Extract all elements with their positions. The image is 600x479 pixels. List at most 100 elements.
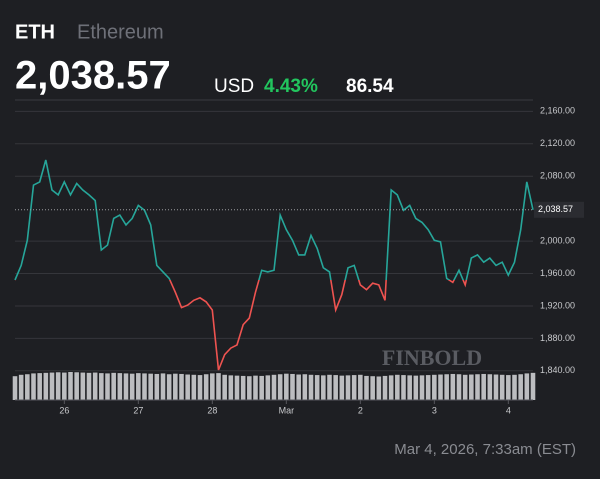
volume-bar: [117, 373, 123, 400]
volume-bar: [401, 375, 406, 400]
volume-bar: [148, 373, 153, 400]
y-tick-label: 2,080.00: [540, 171, 575, 181]
volume-bar: [173, 373, 178, 400]
volume-bar: [512, 374, 517, 400]
x-tick-label: 26: [59, 405, 69, 415]
volume-bar: [111, 372, 116, 400]
y-tick-label: 1,880.00: [540, 333, 575, 343]
change-pct: 4.43%: [264, 76, 318, 97]
volume-bar: [456, 374, 462, 400]
volume-bar: [185, 374, 190, 400]
symbol: ETH: [15, 21, 55, 43]
volume-bar: [240, 375, 246, 400]
volume-bar: [247, 376, 252, 400]
y-tick-label: 1,920.00: [540, 300, 575, 310]
volume-bar: [136, 373, 141, 400]
volume-bar: [370, 376, 375, 400]
volume-bar: [296, 374, 301, 400]
volume-bar: [419, 375, 425, 400]
volume-bar: [376, 376, 382, 400]
volume-bar: [469, 374, 474, 400]
currency: USD: [214, 76, 254, 97]
volume-bar: [487, 374, 493, 400]
y-tick-label: 2,000.00: [540, 235, 575, 245]
volume-bar: [129, 373, 135, 400]
volume-bar: [444, 374, 449, 400]
volume-bar: [142, 373, 147, 400]
volume-bar: [524, 373, 530, 400]
volume-bar: [105, 373, 110, 400]
volume-bar: [358, 374, 363, 400]
x-tick-label: 27: [133, 405, 143, 415]
volume-bar: [308, 374, 314, 400]
volume-bar: [222, 374, 227, 400]
volume-bar: [123, 373, 129, 400]
x-tick-label: 4: [506, 405, 511, 415]
volume-bar: [277, 374, 283, 400]
volume-bar: [160, 373, 166, 400]
volume-bar: [432, 374, 437, 400]
volume-bar: [290, 373, 295, 400]
volume-bar: [197, 375, 203, 400]
timestamp: Mar 4, 2026, 7:33am (EST): [394, 441, 576, 458]
volume-bar: [203, 374, 209, 400]
price-line: [14, 159, 534, 371]
last-price-label: 2,038.57: [538, 204, 573, 214]
volume-bar: [271, 374, 277, 400]
volume-bar: [80, 372, 86, 400]
asset-name: Ethereum: [77, 21, 164, 43]
y-tick-label: 2,160.00: [540, 106, 575, 116]
watermark: FINBOLD: [382, 345, 482, 370]
volume-bar: [321, 375, 326, 400]
volume-bar: [518, 374, 523, 400]
volume-bar: [92, 372, 98, 400]
volume-bar: [216, 373, 221, 400]
volume-bar: [339, 375, 345, 400]
volume-bar: [438, 374, 443, 400]
x-tick-label: Mar: [279, 405, 295, 415]
volume-bar: [228, 375, 234, 400]
volume-bar: [253, 375, 258, 400]
volume-bar: [55, 372, 61, 400]
volume-bar: [31, 373, 36, 400]
volume-bar: [86, 372, 92, 400]
volume-bar: [388, 375, 394, 400]
volume-bar: [327, 374, 332, 400]
volume-bar: [68, 372, 73, 400]
volume-bar: [74, 372, 79, 400]
volume-bar: [259, 375, 264, 400]
volume-bar: [475, 374, 480, 400]
last-price-box: [534, 201, 584, 218]
volume-bar: [413, 375, 419, 400]
volume-bar: [481, 373, 486, 400]
volume-bar: [382, 375, 388, 400]
volume-bar: [530, 372, 536, 400]
volume-bar: [314, 375, 320, 400]
volume-bar: [18, 374, 24, 400]
volume-bar: [450, 373, 456, 400]
y-tick-label: 1,960.00: [540, 268, 575, 278]
x-tick-label: 28: [207, 405, 217, 415]
volume-bar: [265, 375, 271, 400]
volume-bar: [43, 372, 49, 400]
volume-bar: [499, 374, 505, 400]
x-tick-label: 3: [432, 405, 437, 415]
volume-bar: [210, 373, 215, 400]
volume-bar: [302, 374, 308, 400]
volume-bar: [234, 375, 240, 400]
volume-bar: [333, 375, 338, 400]
volume-bar: [462, 374, 468, 400]
volume-bar: [493, 374, 499, 400]
volume-bar: [191, 374, 197, 400]
volume-bar: [395, 374, 400, 400]
volume-bar: [62, 372, 67, 400]
volume-bar: [37, 373, 42, 400]
volume-bar: [154, 373, 160, 400]
y-tick-label: 2,120.00: [540, 138, 575, 148]
volume-bar: [284, 373, 289, 400]
volume-bar: [166, 374, 172, 400]
volume-bar: [12, 376, 18, 400]
volume-bar: [407, 375, 412, 400]
